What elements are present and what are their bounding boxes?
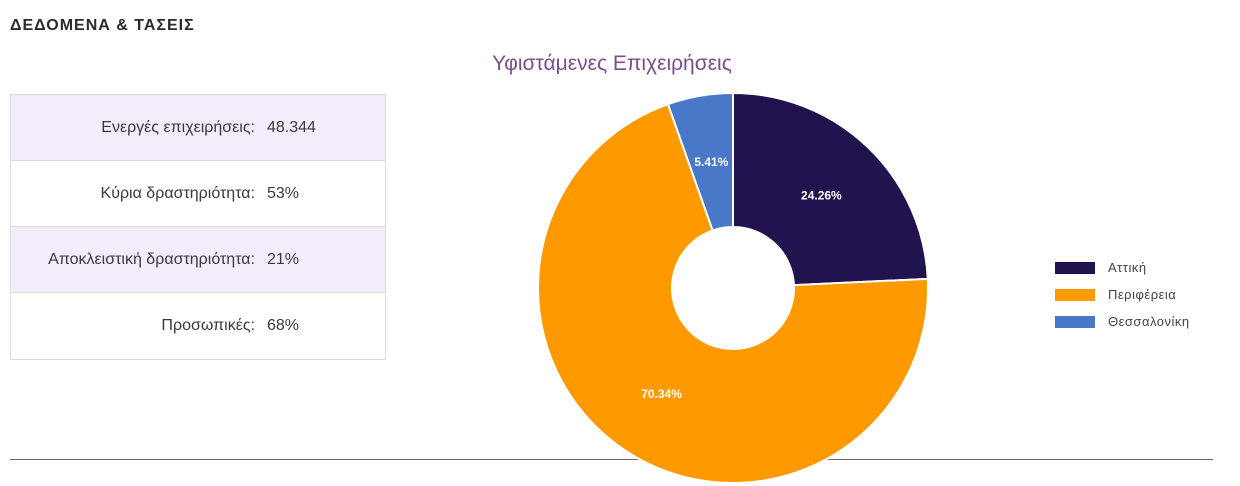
legend-label: Αττική (1108, 260, 1147, 275)
legend-label: Θεσσαλονίκη (1108, 314, 1190, 329)
slice-0[interactable] (732, 91, 929, 287)
legend-item[interactable]: Περιφέρεια (1055, 281, 1190, 308)
slice-label-2: 5.41% (694, 155, 728, 169)
stats-row: Ενεργές επιχειρήσεις: 48.344 (11, 95, 385, 161)
stats-label: Αποκλειστική δραστηριότητα: (48, 250, 255, 268)
legend-swatch (1055, 315, 1095, 328)
stats-table: Ενεργές επιχειρήσεις: 48.344 Κύρια δραστ… (10, 94, 386, 360)
stats-value: 48.344 (267, 118, 316, 136)
stats-row: Αποκλειστική δραστηριότητα: 21% (11, 227, 385, 293)
stats-row: Κύρια δραστηριότητα: 53% (11, 161, 385, 227)
stats-value: 21% (267, 250, 300, 268)
section-heading: ΔΕΔΟΜΕΝΑ & ΤΑΣΕΙΣ (10, 17, 195, 34)
stats-value: 68% (267, 317, 300, 334)
stats-label: Προσωπικές: (161, 317, 255, 334)
labels-layer: 24.26% 70.34% 5.41% (641, 155, 842, 401)
legend-item[interactable]: Θεσσαλονίκη (1055, 308, 1190, 335)
legend-item[interactable]: Αττική (1055, 254, 1190, 281)
chart-legend: Αττική Περιφέρεια Θεσσαλονίκη (1055, 254, 1190, 335)
legend-label: Περιφέρεια (1108, 287, 1177, 302)
stats-row: Προσωπικές: 68% (11, 293, 385, 359)
slice-label-1: 70.34% (641, 387, 682, 401)
slices-layer (537, 91, 929, 484)
slice-label-0: 24.26% (801, 188, 842, 202)
stats-label: Ενεργές επιχειρήσεις: (101, 118, 255, 136)
legend-swatch (1055, 288, 1095, 301)
donut-chart: 24.26% 70.34% 5.41% (537, 91, 929, 484)
slice-2[interactable] (666, 91, 734, 232)
chart-title: Υφιστάμενες Επιχειρήσεις (492, 52, 732, 75)
section-divider (10, 459, 1213, 460)
stats-label: Κύρια δραστηριότητα: (100, 184, 255, 202)
stats-value: 53% (267, 184, 300, 202)
legend-swatch (1055, 261, 1095, 274)
slice-1[interactable] (537, 102, 929, 484)
